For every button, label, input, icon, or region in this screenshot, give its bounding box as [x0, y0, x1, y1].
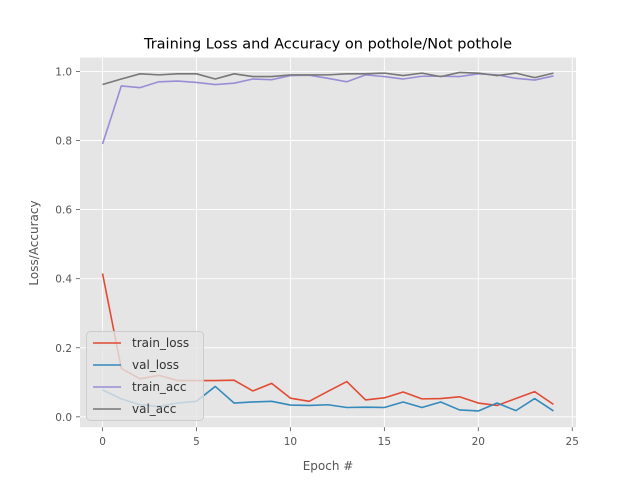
legend-box — [86, 331, 204, 421]
y-tick-label: 1.0 — [55, 66, 72, 78]
x-tick-label: 0 — [99, 436, 106, 448]
axis-ticks: 0 5 10 15 20 25 0.0 0.2 0.4 0.6 0.8 1.0 — [55, 66, 579, 448]
y-tick-label: 0.0 — [55, 412, 72, 424]
x-tick-label: 5 — [193, 436, 200, 448]
legend-label-train-acc: train_acc — [132, 380, 186, 394]
x-tick-label: 20 — [472, 436, 485, 448]
y-axis-label: Loss/Accuracy — [27, 200, 41, 285]
y-tick-label: 0.2 — [55, 343, 72, 355]
x-tick-label: 10 — [284, 436, 297, 448]
x-tick-label: 25 — [566, 436, 579, 448]
y-tick-label: 0.8 — [55, 136, 72, 148]
legend: train_loss val_loss train_acc val_acc — [86, 331, 204, 421]
x-axis-label: Epoch # — [303, 459, 354, 473]
y-tick-label: 0.6 — [55, 205, 72, 217]
series-line-val-acc — [102, 71, 554, 86]
chart-title: Training Loss and Accuracy on pothole/No… — [143, 37, 512, 53]
legend-label-val-loss: val_loss — [132, 358, 179, 372]
y-tick-label: 0.4 — [55, 274, 72, 286]
legend-label-train-loss: train_loss — [132, 336, 189, 350]
legend-label-val-acc: val_acc — [132, 402, 176, 416]
x-tick-label: 15 — [378, 436, 391, 448]
